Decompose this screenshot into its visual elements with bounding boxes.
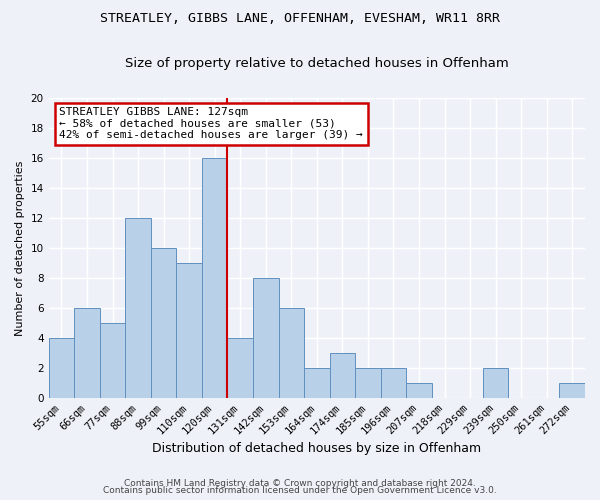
Y-axis label: Number of detached properties: Number of detached properties xyxy=(15,160,25,336)
Bar xyxy=(49,338,74,398)
Bar xyxy=(151,248,176,398)
Bar xyxy=(100,323,125,398)
Bar xyxy=(483,368,508,398)
Text: STREATLEY, GIBBS LANE, OFFENHAM, EVESHAM, WR11 8RR: STREATLEY, GIBBS LANE, OFFENHAM, EVESHAM… xyxy=(100,12,500,26)
Bar xyxy=(253,278,278,398)
Text: STREATLEY GIBBS LANE: 127sqm
← 58% of detached houses are smaller (53)
42% of se: STREATLEY GIBBS LANE: 127sqm ← 58% of de… xyxy=(59,107,363,140)
Bar xyxy=(329,353,355,398)
Bar xyxy=(202,158,227,398)
X-axis label: Distribution of detached houses by size in Offenham: Distribution of detached houses by size … xyxy=(152,442,481,455)
Bar xyxy=(559,383,585,398)
Bar xyxy=(406,383,432,398)
Bar xyxy=(278,308,304,398)
Bar xyxy=(74,308,100,398)
Bar xyxy=(176,263,202,398)
Bar xyxy=(380,368,406,398)
Text: Contains HM Land Registry data © Crown copyright and database right 2024.: Contains HM Land Registry data © Crown c… xyxy=(124,478,476,488)
Bar xyxy=(125,218,151,398)
Text: Contains public sector information licensed under the Open Government Licence v3: Contains public sector information licen… xyxy=(103,486,497,495)
Bar xyxy=(304,368,329,398)
Bar xyxy=(227,338,253,398)
Title: Size of property relative to detached houses in Offenham: Size of property relative to detached ho… xyxy=(125,58,509,70)
Bar xyxy=(355,368,380,398)
